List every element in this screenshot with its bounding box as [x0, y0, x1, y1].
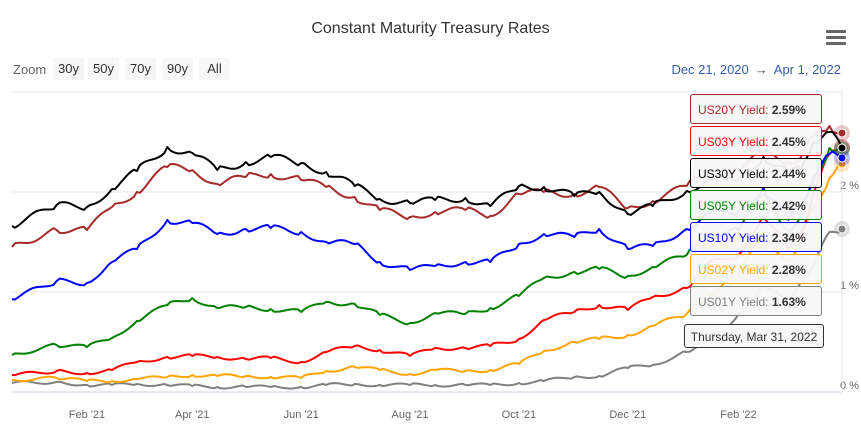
x-tick-label: Oct '21	[502, 409, 537, 421]
tooltip-series-label: US03Y Yield:	[698, 135, 772, 149]
y-tick-label: 0 %	[840, 380, 859, 392]
hover-marker-us10y	[837, 153, 847, 163]
tooltip-series-label: US10Y Yield:	[698, 231, 772, 245]
hover-marker-us20y	[837, 128, 847, 138]
date-range: Dec 21, 2020 → Apr 1, 2022	[671, 62, 841, 77]
tooltip-us30y: US30Y Yield: 2.44%	[690, 158, 822, 188]
x-tick-label: Dec '21	[609, 409, 646, 421]
x-tick-label: Feb '22	[720, 409, 756, 421]
tooltip-series-label: US20Y Yield:	[698, 103, 772, 117]
x-tick-label: Jun '21	[284, 409, 319, 421]
zoom-all-button[interactable]: All	[199, 58, 230, 80]
hover-marker-us30y	[837, 143, 847, 153]
range-from[interactable]: Dec 21, 2020	[671, 62, 749, 77]
tooltip-series-label: US02Y Yield:	[698, 263, 772, 277]
tooltip-value: 2.45%	[771, 135, 806, 149]
hover-marker-us01y	[837, 224, 847, 234]
tooltip-us01y: US01Y Yield: 1.63%	[690, 286, 822, 316]
zoom-30y-button[interactable]: 30y	[53, 58, 84, 80]
tooltip-us20y: US20Y Yield: 2.59%	[690, 94, 822, 124]
range-to[interactable]: Apr 1, 2022	[773, 62, 841, 77]
tooltip-date: Thursday, Mar 31, 2022	[684, 324, 824, 348]
tooltip-value: 2.59%	[771, 103, 806, 117]
x-tick-label: Apr '21	[175, 409, 210, 421]
range-arrow: →	[754, 62, 768, 77]
tooltip-series-label: US30Y Yield:	[698, 167, 772, 181]
tooltip-value: 1.63%	[771, 295, 806, 309]
tooltip-value: 2.34%	[771, 231, 806, 245]
tooltip-us10y: US10Y Yield: 2.34%	[690, 222, 822, 252]
hamburger-icon[interactable]	[826, 30, 846, 46]
zoom-label: Zoom	[13, 62, 47, 77]
tooltip-value: 2.44%	[771, 167, 806, 181]
y-tick-label: 2 %	[840, 180, 859, 192]
zoom-70y-button[interactable]: 70y	[125, 58, 156, 80]
chart-title: Constant Maturity Treasury Rates	[311, 20, 550, 37]
tooltip-us02y: US02Y Yield: 2.28%	[690, 254, 822, 284]
zoom-90y-button[interactable]: 90y	[162, 58, 193, 80]
tooltip-series-label: US01Y Yield:	[698, 295, 772, 309]
zoom-50y-button[interactable]: 50y	[88, 58, 119, 80]
tooltip-us05y: US05Y Yield: 2.42%	[690, 190, 822, 220]
tooltip-value: 2.42%	[771, 199, 806, 213]
x-tick-label: Aug '21	[392, 409, 429, 421]
x-tick-label: Feb '21	[69, 409, 105, 421]
y-tick-label: 1 %	[840, 280, 859, 292]
tooltip-series-label: US05Y Yield:	[698, 199, 772, 213]
tooltip-us03y: US03Y Yield: 2.45%	[690, 126, 822, 156]
tooltip-value: 2.28%	[771, 263, 806, 277]
